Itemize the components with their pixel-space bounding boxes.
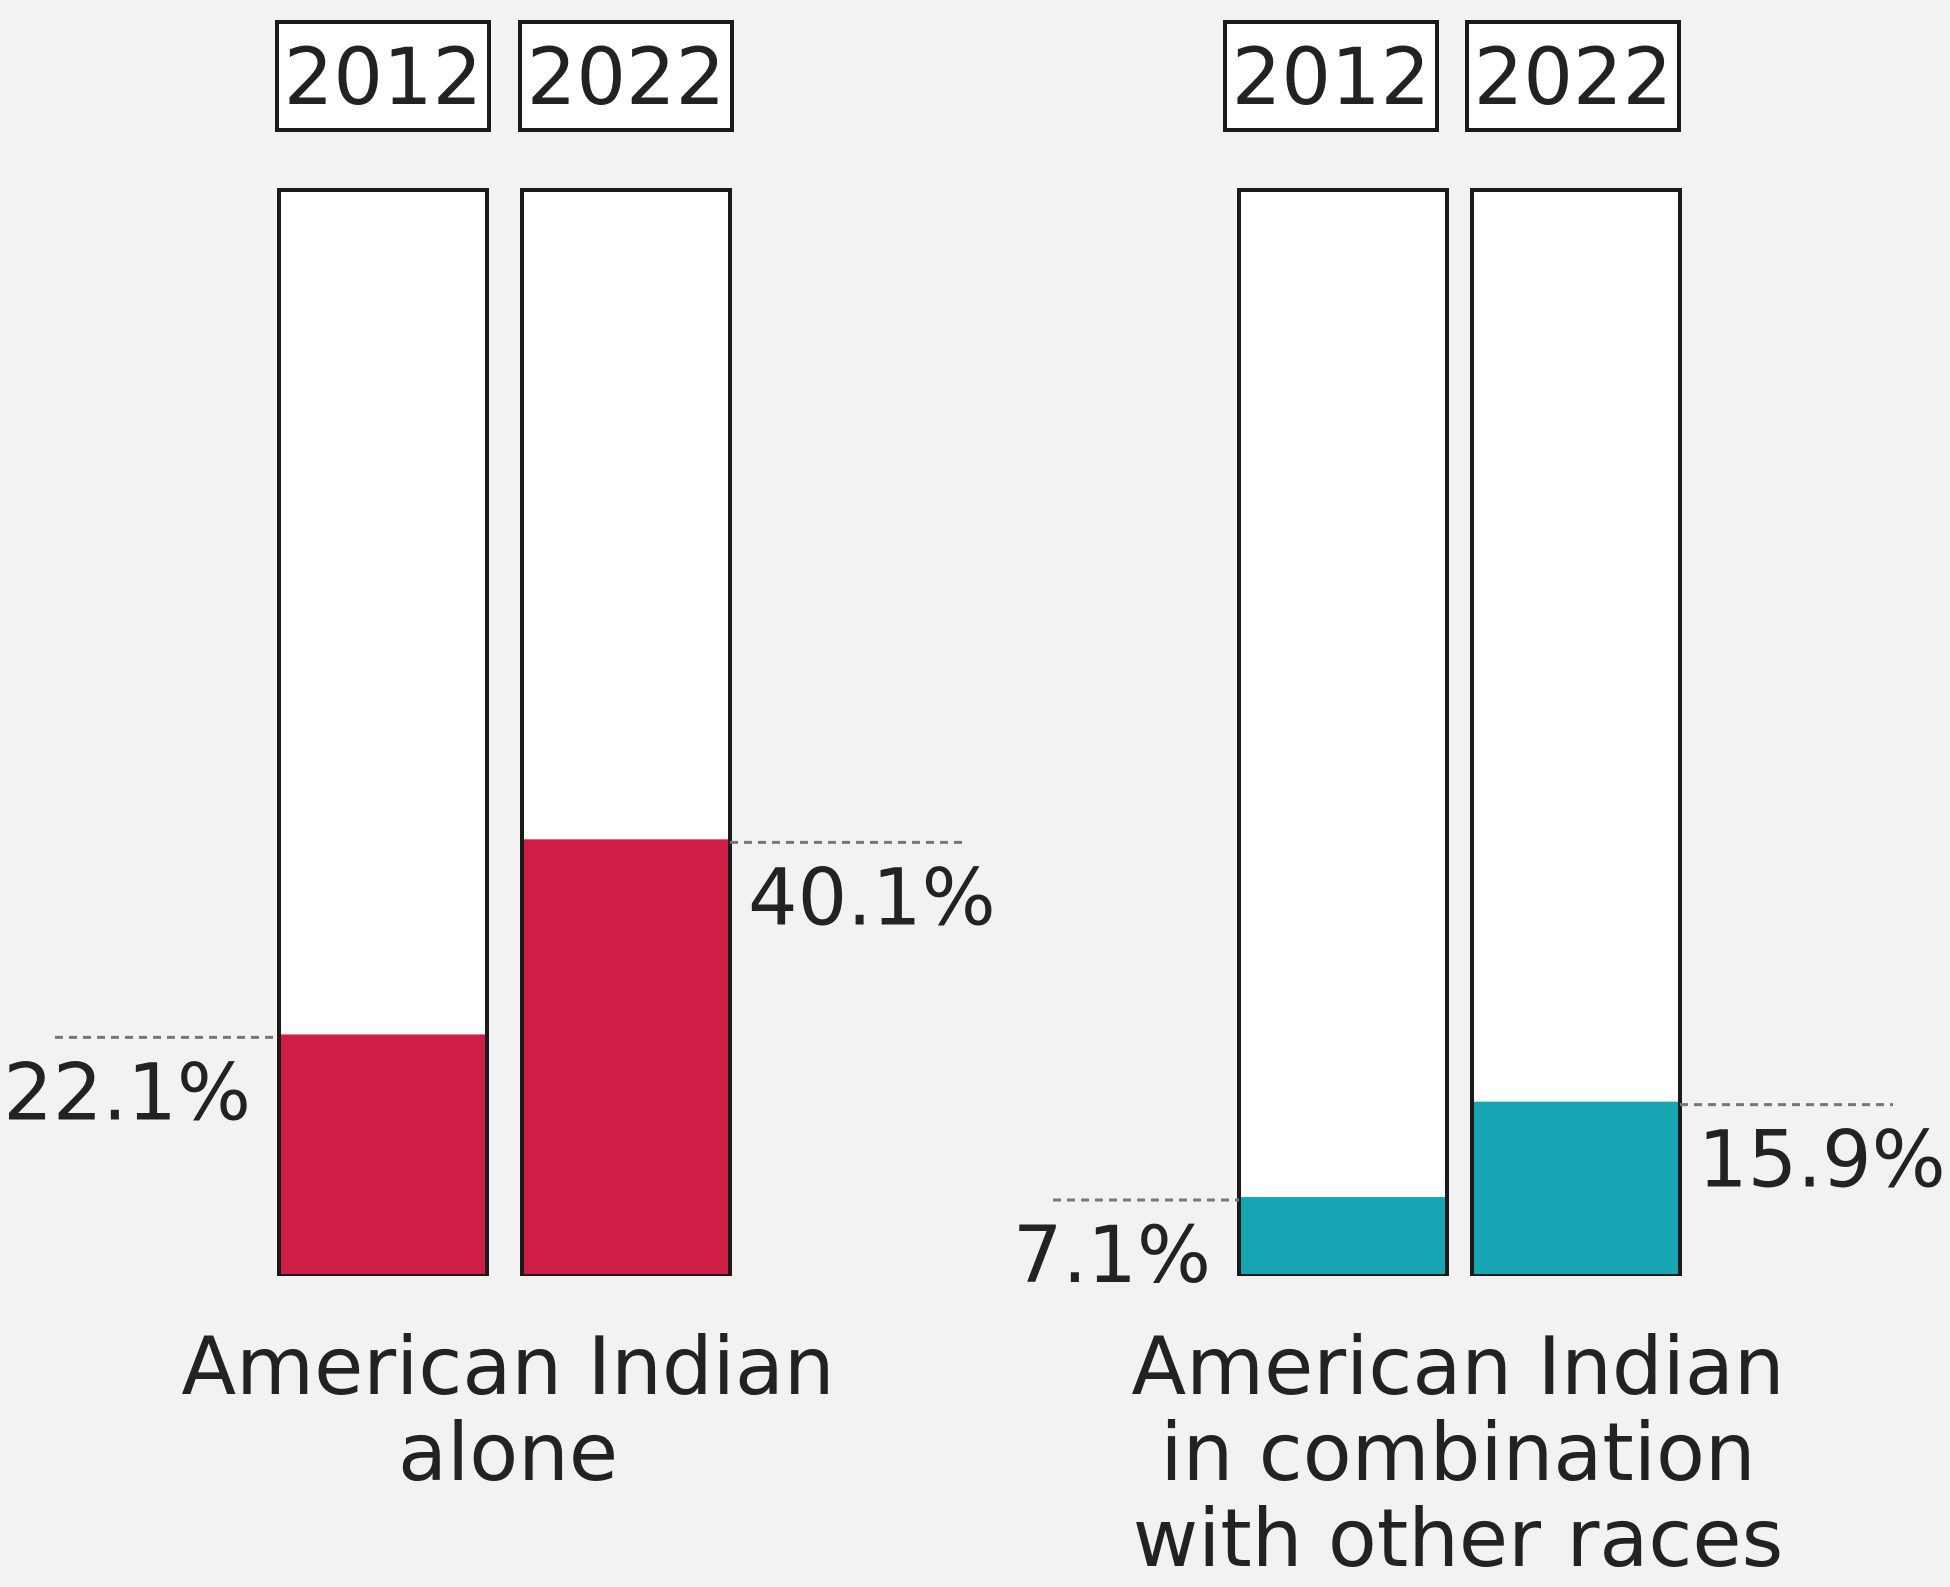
year-box-1-1 [1465,20,1681,132]
chart-title-line-0-1: alone [398,1406,618,1499]
year-label-1-0: 2012 [1232,33,1431,123]
bar-frame-1-1 [1470,188,1682,1276]
year-box-1-0 [1223,20,1439,132]
chart-title-line-1-1: in combination [1160,1406,1755,1499]
year-label-0-1: 2022 [527,33,726,123]
data-label-1-0: 7.1% [1013,1211,1211,1301]
chart-title-line-1-0: American Indian [1131,1320,1784,1413]
data-label-1-1: 15.9% [1698,1116,1946,1206]
year-label-0-0: 2012 [284,33,483,123]
year-label-1-1: 2022 [1474,33,1673,123]
year-box-0-0 [275,20,491,132]
chart-title-line-1-2: with other races [1133,1492,1784,1583]
bar-1-0 [1241,1197,1445,1274]
bar-0-1 [524,839,728,1274]
data-label-0-0: 22.1% [3,1048,251,1138]
data-label-0-1: 40.1% [748,853,996,943]
bar-1-1 [1474,1101,1678,1274]
bar-frame-1-0 [1237,188,1449,1276]
year-box-0-1 [518,20,734,132]
bar-0-0 [281,1034,485,1274]
chart-title-line-0-0: American Indian [181,1320,834,1413]
